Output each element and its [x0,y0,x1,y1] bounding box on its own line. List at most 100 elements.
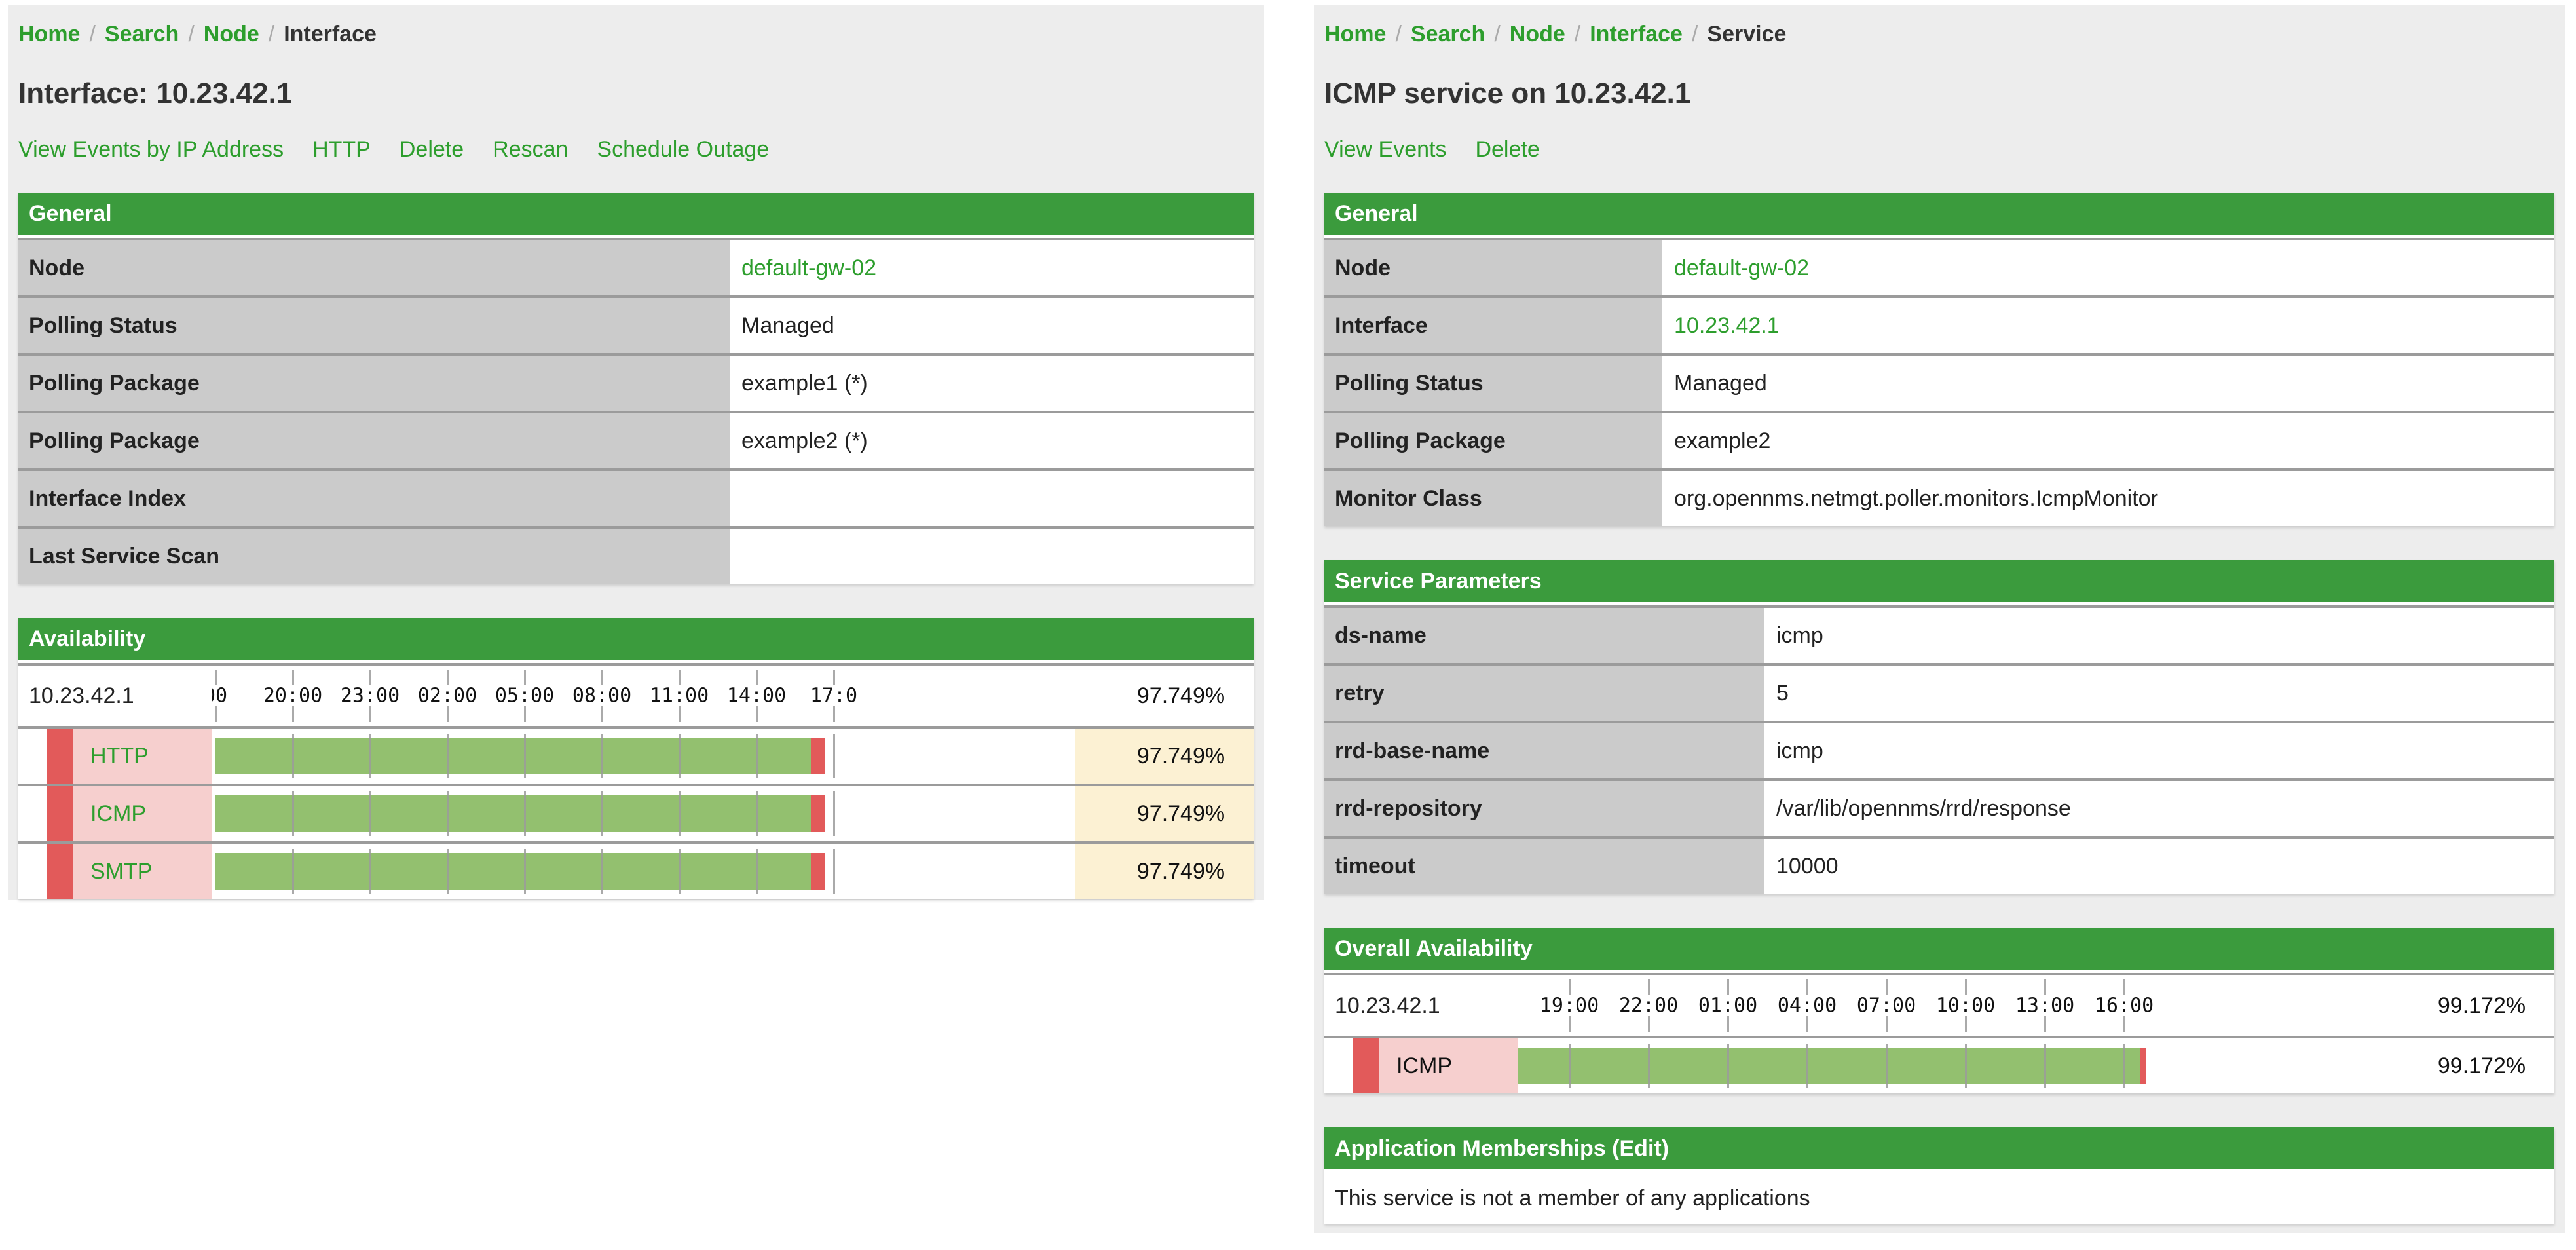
row-value: example1 (*) [730,356,1254,411]
interface-link[interactable]: 10.23.42.1 [1674,312,1780,338]
breadcrumb-node-link[interactable]: Node [1509,21,1565,47]
availability-bar-cell [212,844,1075,899]
application-memberships-header[interactable]: Application Memberships (Edit) [1324,1127,2554,1173]
outage-indicator [47,729,73,784]
service-http-link[interactable]: HTTP [90,743,149,768]
row-value: default-gw-02 [1662,240,2554,295]
action-links: View Events by IP Address HTTP Delete Re… [18,136,1254,162]
row-label: Polling Status [18,298,730,353]
general-table-header: General [18,193,1254,238]
breadcrumb: Home / Search / Node / Interface / Servi… [1324,21,2554,47]
page-title: Interface: 10.23.42.1 [18,77,293,109]
service-percent: 97.749% [1075,729,1254,784]
view-events-by-ip-link[interactable]: View Events by IP Address [18,136,284,162]
row-label: Monitor Class [1324,471,1662,526]
breadcrumb-current-interface: Interface [284,21,377,47]
node-link[interactable]: default-gw-02 [741,255,877,280]
outage-indicator [1353,1038,1379,1093]
table-row: rrd-repository /var/lib/opennms/rrd/resp… [1324,778,2554,836]
availability-bar-cell [1518,1038,2376,1093]
service-percent: 97.749% [1075,786,1254,841]
breadcrumb-separator: / [1574,21,1581,47]
service-parameters-table: Service Parameters ds-name icmp retry 5 … [1324,560,2554,894]
row-value: default-gw-02 [730,240,1254,295]
availability-axis-row: 10.23.42.1 19:00 22:00 01:00 04:00 07:00… [1324,973,2554,1036]
breadcrumb: Home / Search / Node / Interface [18,21,1254,47]
overall-percent: 99.172% [2376,975,2554,1036]
breadcrumb-separator: / [89,21,96,47]
row-value: Managed [1662,356,2554,411]
breadcrumb-search-link[interactable]: Search [104,21,179,47]
service-parameters-header: Service Parameters [1324,560,2554,605]
availability-service-row: SMTP 97.749% [18,841,1254,899]
row-label: Interface Index [18,471,730,526]
http-link[interactable]: HTTP [312,136,371,162]
table-row: rrd-base-name icmp [1324,721,2554,778]
application-memberships-table: Application Memberships (Edit) This serv… [1324,1127,2554,1224]
row-label: Polling Package [1324,413,1662,468]
view-events-link[interactable]: View Events [1324,136,1447,162]
row-label: Node [1324,240,1662,295]
table-row: Monitor Class org.opennms.netmgt.poller.… [1324,468,2554,526]
row-spacer [18,844,47,899]
availability-service-row: ICMP 99.172% [1324,1036,2554,1093]
table-row: Polling Status Managed [1324,353,2554,411]
row-label: rrd-base-name [1324,723,1764,778]
delete-link[interactable]: Delete [1475,136,1540,162]
table-row: Node default-gw-02 [1324,238,2554,295]
breadcrumb-interface-link[interactable]: Interface [1590,21,1683,47]
delete-link[interactable]: Delete [399,136,464,162]
row-value: /var/lib/opennms/rrd/response [1764,781,2554,836]
table-row: Node default-gw-02 [18,238,1254,295]
general-table: General Node default-gw-02 Polling Statu… [18,193,1254,584]
overall-availability-header: Overall Availability [1324,928,2554,973]
breadcrumb-separator: / [1691,21,1698,47]
general-table: General Node default-gw-02 Interface 10.… [1324,193,2554,526]
row-value: org.opennms.netmgt.poller.monitors.IcmpM… [1662,471,2554,526]
availability-bar [215,795,811,832]
breadcrumb-home-link[interactable]: Home [18,21,81,47]
row-spacer [1324,1038,1353,1093]
table-row: timeout 10000 [1324,836,2554,894]
breadcrumb-separator: / [268,21,275,47]
availability-service-row: ICMP 97.749% [18,784,1254,841]
service-percent: 97.749% [1075,844,1254,899]
table-row: Interface Index [18,468,1254,526]
availability-bar [215,738,811,774]
availability-bar [215,853,811,890]
service-icmp-label: ICMP [1396,1053,1452,1078]
service-smtp-link[interactable]: SMTP [90,858,153,884]
overall-availability-table: Overall Availability 10.23.42.1 19:00 22… [1324,928,2554,1093]
breadcrumb-search-link[interactable]: Search [1410,21,1485,47]
availability-bar [1518,1048,2140,1084]
availability-table-header: Availability [18,618,1254,663]
row-label: Polling Package [18,413,730,468]
row-value: icmp [1764,608,2554,663]
rescan-link[interactable]: Rescan [493,136,569,162]
availability-bar-cell [212,729,1075,784]
service-name-cell: ICMP [1379,1038,1518,1093]
table-row: Last Service Scan [18,526,1254,584]
row-value: 5 [1764,666,2554,721]
table-row: Polling Status Managed [18,295,1254,353]
row-value [730,471,1254,526]
service-icmp-link[interactable]: ICMP [90,801,146,826]
breadcrumb-home-link[interactable]: Home [1324,21,1387,47]
schedule-outage-link[interactable]: Schedule Outage [597,136,770,162]
service-name-cell: HTTP [73,729,212,784]
breadcrumb-node-link[interactable]: Node [203,21,259,47]
node-link[interactable]: default-gw-02 [1674,255,1810,280]
general-table-header: General [1324,193,2554,238]
row-spacer [18,786,47,841]
table-row: ds-name icmp [1324,605,2554,663]
time-axis: 00 20:00 23:00 02:00 05:00 08:00 11:00 1… [212,666,1075,726]
overall-percent: 97.749% [1075,666,1254,726]
row-value [730,529,1254,584]
page-title: ICMP service on 10.23.42.1 [1324,77,1691,109]
row-value: example2 [1662,413,2554,468]
row-label: Last Service Scan [18,529,730,584]
table-row: Polling Package example2 (*) [18,411,1254,468]
row-label: Interface [1324,298,1662,353]
service-percent: 99.172% [2376,1038,2554,1093]
row-label: Polling Status [1324,356,1662,411]
